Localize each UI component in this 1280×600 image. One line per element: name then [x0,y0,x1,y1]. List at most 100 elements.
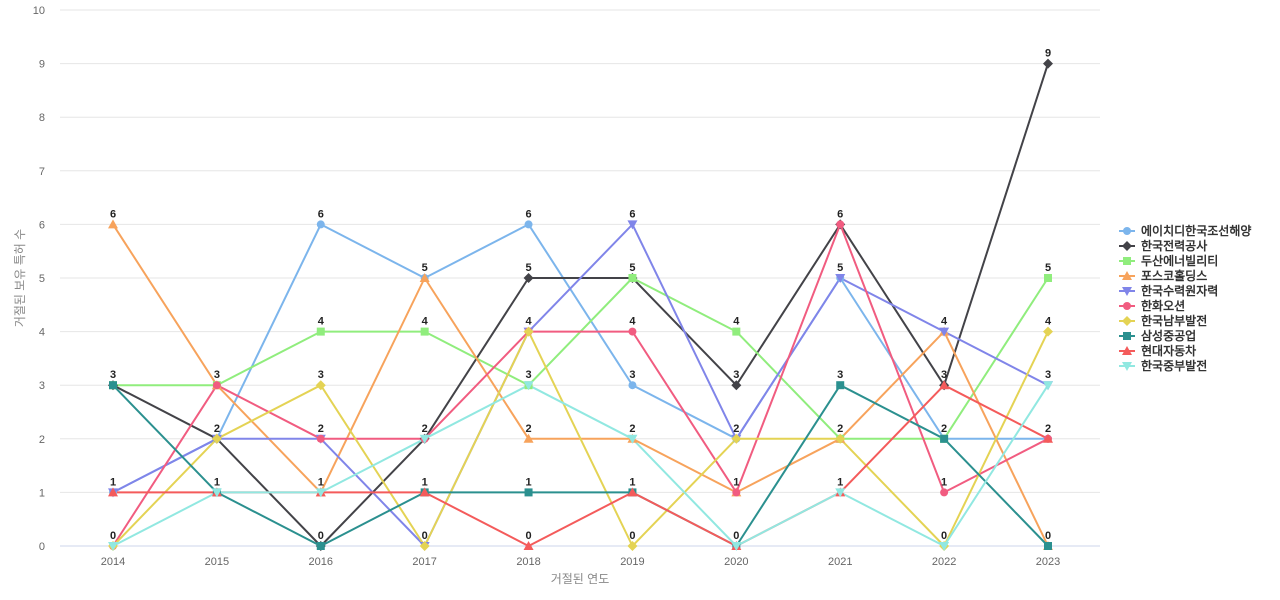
x-axis-ticks: 2014 2015 2016 2017 2018 2019 2020 2021 2022 2023 [101,556,1060,568]
data-point [211,488,222,498]
legend-label: 한국수력원자력 [1141,283,1218,298]
data-label: 6 [110,208,116,220]
y-tick-label: 3 [39,380,45,392]
data-point [212,381,221,390]
legend-label: 한국중부발전 [1141,358,1207,373]
data-point [1043,58,1053,69]
data-point [419,434,430,444]
x-tick-label: 2023 [1036,556,1060,568]
series-line[interactable] [112,223,1048,494]
data-label: 2 [525,423,531,435]
legend-item[interactable]: 한국전력공사 [1119,238,1207,253]
legend-item[interactable]: 한화오션 [1119,298,1185,313]
data-point [940,488,949,497]
data-label: 1 [525,476,531,488]
data-label: 3 [318,369,324,381]
legend-marker [1122,316,1132,326]
legend-item[interactable]: 에이치디한국조선해양 [1119,223,1251,238]
data-label: 2 [1045,423,1051,435]
y-tick-label: 1 [39,487,45,499]
data-label: 4 [525,316,532,328]
data-point [316,542,325,550]
data-point [627,541,638,551]
legend-label: 포스코홀딩스 [1141,268,1207,283]
legend-marker [1123,332,1131,340]
series-line[interactable] [112,223,1049,547]
y-tick-label: 8 [39,112,45,124]
data-label: 0 [525,530,531,542]
data-label: 2 [318,423,324,435]
data-point [627,487,638,497]
data-point [1043,326,1053,337]
data-label: 5 [1045,262,1051,274]
data-label: 5 [629,262,635,274]
data-point [524,488,533,497]
x-tick-label: 2020 [724,556,748,568]
data-point [419,487,430,497]
data-point [836,220,845,229]
data-label: 6 [525,208,531,220]
legend-marker [1122,241,1132,251]
y-tick-label: 7 [39,166,45,178]
legend-marker [1122,346,1132,355]
series-line[interactable] [113,277,1049,440]
data-point [731,433,742,444]
data-point [109,381,117,390]
legend-item[interactable]: 한국수력원자력 [1119,283,1218,298]
y-tick-label: 4 [39,327,45,339]
series-line[interactable] [112,330,1049,547]
data-label: 1 [214,476,220,488]
y-tick-label: 2 [39,434,45,446]
data-point [835,433,846,444]
data-label: 6 [837,208,843,220]
series-lines [112,63,1049,547]
data-label: 9 [1045,48,1051,60]
y-tick-label: 10 [33,5,45,17]
legend-item[interactable]: 한국중부발전 [1119,358,1207,373]
legend-item[interactable]: 두산에너빌리티 [1119,253,1218,268]
data-point [628,381,637,390]
x-tick-label: 2015 [205,556,229,568]
series-line[interactable] [113,384,1049,547]
data-label: 2 [733,423,739,435]
data-label: 0 [110,530,116,542]
data-point [627,434,638,444]
data-point [108,487,118,497]
x-tick-label: 2017 [412,556,436,568]
data-point [420,327,429,336]
legend-item[interactable]: 한국남부발전 [1119,313,1207,328]
data-point [1044,542,1052,550]
data-point [731,380,742,391]
y-tick-label: 0 [39,541,45,553]
legend-label: 두산에너빌리티 [1141,253,1218,268]
data-label: 3 [837,369,843,381]
data-point [211,433,222,444]
series-line[interactable] [112,384,1049,547]
data-label: 4 [629,316,636,328]
legend-item[interactable]: 삼성중공업 [1119,328,1196,343]
data-point [1044,274,1052,282]
data-label: 3 [110,369,116,381]
y-axis-ticks: 0 1 2 3 4 5 6 7 8 9 10 [33,5,45,553]
data-point [419,541,430,551]
legend-label: 삼성중공업 [1141,328,1196,343]
data-point [316,327,325,336]
data-point [732,327,741,336]
series-line[interactable] [112,384,1049,547]
legend-item[interactable]: 현대자동차 [1119,343,1196,358]
legend-label: 에이치디한국조선해양 [1141,223,1251,238]
legend-item[interactable]: 포스코홀딩스 [1119,268,1207,283]
data-point [524,220,533,229]
data-label: 0 [733,530,739,542]
data-point [523,541,534,550]
data-point [315,488,326,498]
data-label: 3 [629,369,635,381]
legend-label: 한화오션 [1141,298,1185,313]
data-point [940,434,949,443]
data-point [1043,433,1053,443]
data-point [731,542,742,551]
y-axis-title: 거절된 보유 특허 수 [13,229,27,327]
legend-marker [1122,287,1132,296]
legend-marker [1123,227,1131,235]
